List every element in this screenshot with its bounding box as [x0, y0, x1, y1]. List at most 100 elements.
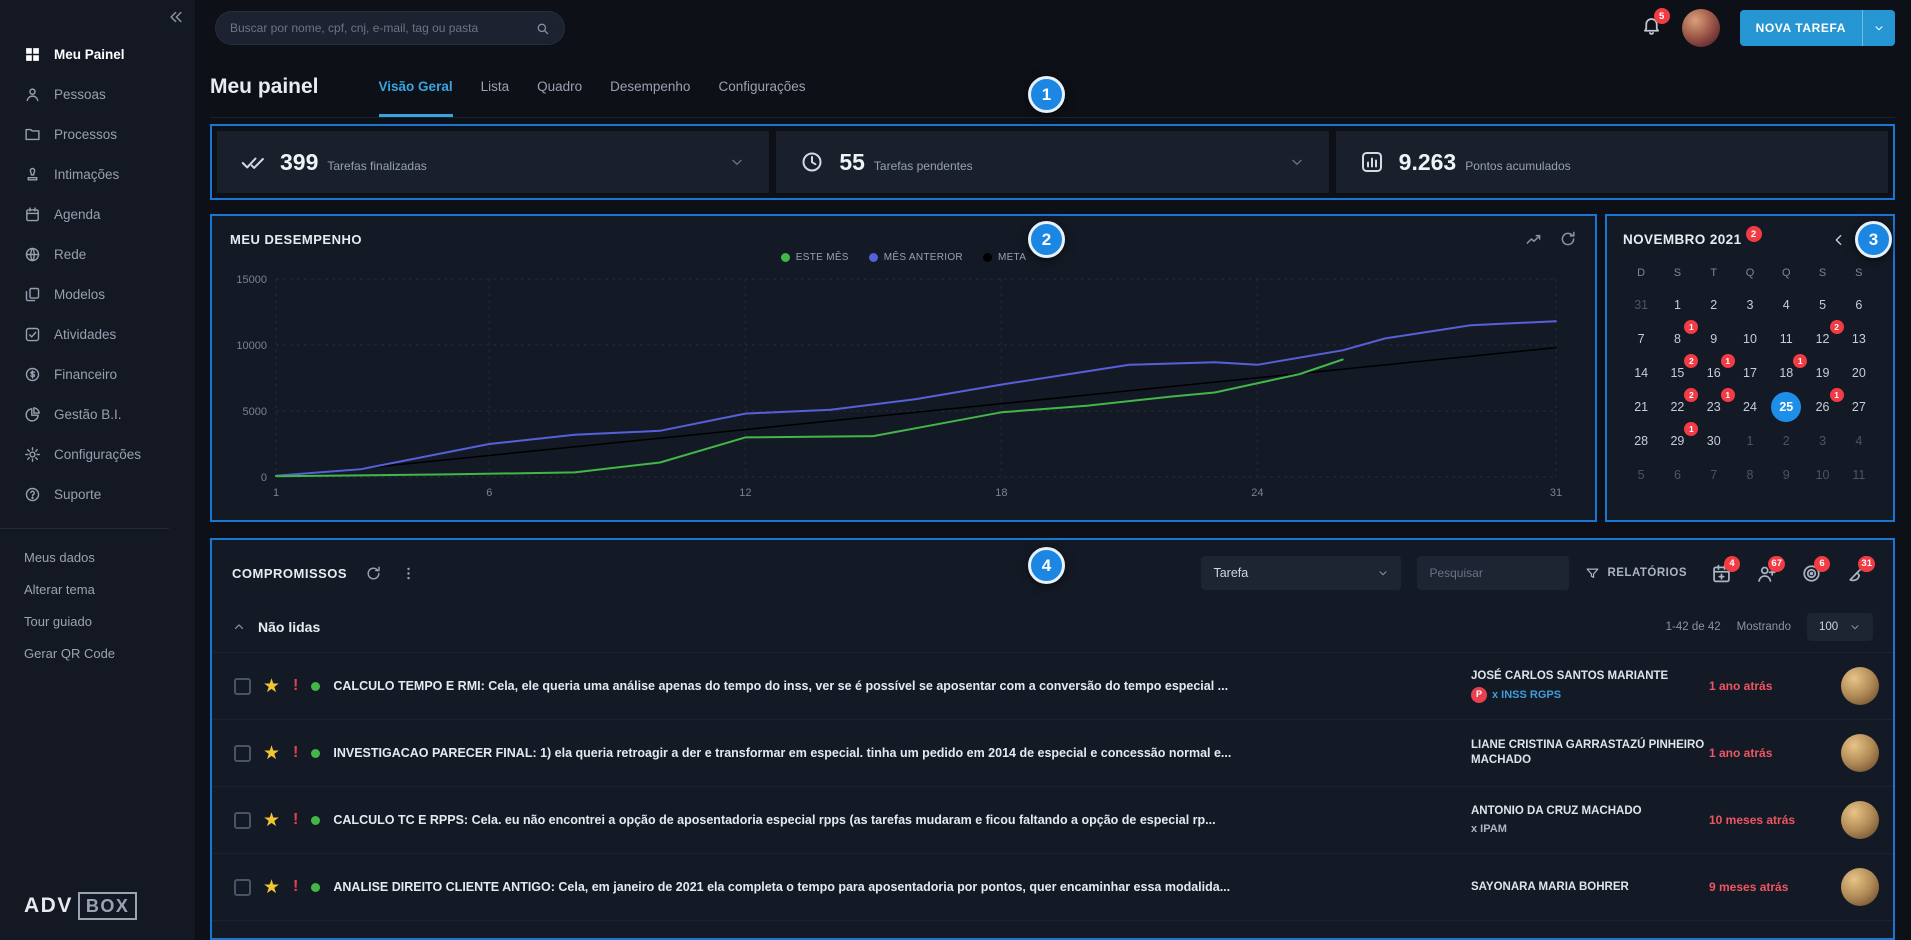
tab-lista[interactable]: Lista	[480, 79, 510, 94]
collapse-section-icon[interactable]	[232, 620, 246, 634]
calendar-day-3[interactable]: 3	[1819, 434, 1827, 448]
global-search-input[interactable]	[230, 21, 535, 35]
chevron-down-icon[interactable]	[729, 154, 745, 170]
calendar-day-16[interactable]: 16 1	[1696, 354, 1735, 390]
task-title[interactable]: CALCULO TC E RPPS: Cela. eu não encontre…	[333, 813, 1216, 827]
sidebar-item-gestao-b-i[interactable]: Gestão B.I.	[0, 394, 195, 434]
calendar-day-7[interactable]: 7	[1710, 468, 1718, 482]
calendar-day-28[interactable]: 28	[1634, 434, 1649, 448]
sidebar-item-pessoas[interactable]: Pessoas	[0, 74, 195, 114]
calendar-day-1[interactable]: 1	[1746, 434, 1754, 448]
sidebar-link-meus-dados[interactable]: Meus dados	[24, 549, 95, 565]
calendar-day-14[interactable]: 14	[1634, 366, 1649, 380]
calendar-day-10[interactable]: 10	[1815, 468, 1830, 482]
calendar-day-2[interactable]: 2	[1710, 298, 1718, 312]
calendar-day-9[interactable]: 9	[1782, 468, 1790, 482]
sidebar-item-rede[interactable]: Rede	[0, 234, 195, 274]
calendar-day-1[interactable]: 1	[1673, 298, 1681, 312]
calendar-day-26[interactable]: 26 1	[1804, 388, 1844, 424]
reports-button[interactable]: RELATÓRIOS	[1585, 566, 1687, 581]
target-button[interactable]: 6	[1801, 555, 1830, 584]
calendar-day-4[interactable]: 4	[1782, 298, 1790, 312]
calendar-day-22[interactable]: 22 2	[1659, 388, 1699, 424]
page-size-select[interactable]: 100	[1807, 613, 1873, 641]
chevron-down-icon[interactable]	[1289, 154, 1305, 170]
compromissos-search-input[interactable]	[1429, 566, 1558, 580]
calendar-day-29[interactable]: 29 1	[1659, 422, 1699, 458]
calendar-day-24[interactable]: 24	[1743, 400, 1757, 414]
calendar-plus-button[interactable]: 4	[1711, 555, 1740, 584]
tab-desempenho[interactable]: Desempenho	[610, 79, 691, 94]
sidebar-item-intimacoes[interactable]: Intimações	[0, 154, 195, 194]
task-row[interactable]: ★! CALCULO TC E RPPS: Cela. eu não encont…	[212, 787, 1893, 854]
broom-button[interactable]: 31	[1846, 555, 1875, 584]
calendar-day-6[interactable]: 6	[1855, 298, 1863, 312]
task-checkbox[interactable]	[234, 677, 251, 695]
calendar-day-9[interactable]: 9	[1710, 332, 1718, 346]
star-icon[interactable]: ★	[263, 675, 281, 697]
sidebar-item-processos[interactable]: Processos	[0, 114, 195, 154]
task-avatar[interactable]	[1841, 734, 1879, 772]
star-icon[interactable]: ★	[263, 809, 281, 831]
task-row[interactable]: ★! INVESTIGACAO PARECER FINAL: 1) ela que…	[212, 720, 1893, 787]
calendar-day-13[interactable]: 13	[1851, 332, 1866, 346]
tab-configuracoes[interactable]: Configurações	[718, 79, 806, 94]
chevron-down-icon[interactable]	[1873, 22, 1885, 34]
task-avatar[interactable]	[1841, 868, 1879, 906]
refresh-icon[interactable]	[1559, 230, 1577, 248]
sidebar-link-gerar-qr-code[interactable]: Gerar QR Code	[24, 645, 116, 661]
task-checkbox[interactable]	[234, 744, 251, 762]
sidebar-collapse-icon[interactable]	[167, 8, 185, 26]
calendar-day-23[interactable]: 23 1	[1696, 388, 1735, 424]
sidebar-item-meu-painel[interactable]: Meu Painel	[0, 34, 195, 74]
calendar-day-21[interactable]: 21	[1634, 400, 1649, 414]
star-icon[interactable]: ★	[263, 742, 281, 764]
calendar-day-8[interactable]: 8	[1746, 468, 1754, 482]
calendar-day-19[interactable]: 19	[1815, 366, 1830, 380]
refresh-icon[interactable]	[365, 565, 382, 582]
task-avatar[interactable]	[1841, 667, 1879, 705]
calendar-day-25[interactable]: 25	[1768, 390, 1804, 424]
calendar-day-31[interactable]: 31	[1634, 298, 1649, 312]
sidebar-item-configuracoes[interactable]: Configurações	[0, 434, 195, 474]
sidebar-item-suporte[interactable]: Suporte	[0, 474, 195, 514]
calendar-day-3[interactable]: 3	[1746, 298, 1754, 312]
calendar-day-5[interactable]: 5	[1819, 298, 1827, 312]
calendar-day-11[interactable]: 11	[1852, 468, 1866, 482]
calendar-day-7[interactable]: 7	[1637, 332, 1645, 346]
calendar-day-20[interactable]: 20	[1851, 366, 1866, 380]
calendar-day-18[interactable]: 18 1	[1768, 354, 1808, 390]
calendar-day-15[interactable]: 15 2	[1659, 354, 1699, 390]
sidebar-item-agenda[interactable]: Agenda	[0, 194, 195, 234]
task-title[interactable]: CALCULO TEMPO E RMI: Cela, ele queria um…	[333, 679, 1229, 693]
sidebar-item-modelos[interactable]: Modelos	[0, 274, 195, 314]
person-add-button[interactable]: 67	[1756, 555, 1785, 584]
calendar-day-11[interactable]: 11	[1779, 332, 1793, 346]
task-title[interactable]: INVESTIGACAO PARECER FINAL: 1) ela queri…	[333, 746, 1232, 760]
calendar-day-6[interactable]: 6	[1673, 468, 1681, 482]
kebab-menu-icon[interactable]	[400, 565, 417, 582]
sidebar-link-tour-guiado[interactable]: Tour guiado	[24, 613, 92, 629]
calendar-day-5[interactable]: 5	[1637, 468, 1645, 482]
sidebar-item-financeiro[interactable]: Financeiro	[0, 354, 195, 394]
calendar-day-30[interactable]: 30	[1706, 434, 1721, 448]
task-row[interactable]: ★! ANALISE DIREITO CLIENTE ANTIGO: Cela, …	[212, 854, 1893, 921]
user-avatar[interactable]	[1681, 9, 1720, 47]
calendar-day-17[interactable]: 17	[1743, 366, 1757, 380]
tab-visao-geral[interactable]: Visão Geral	[378, 56, 453, 117]
calendar-day-2[interactable]: 2	[1782, 434, 1790, 448]
calendar-day-12[interactable]: 12 2	[1804, 320, 1844, 356]
star-icon[interactable]: ★	[263, 876, 281, 898]
trend-icon[interactable]	[1525, 230, 1543, 248]
tab-quadro[interactable]: Quadro	[537, 79, 583, 94]
sidebar-link-alterar-tema[interactable]: Alterar tema	[24, 581, 95, 597]
task-checkbox[interactable]	[234, 811, 251, 829]
new-task-button[interactable]: NOVA TAREFA	[1739, 10, 1895, 46]
calendar-day-4[interactable]: 4	[1855, 434, 1863, 448]
task-row[interactable]: ★! CALCULO TEMPO E RMI: Cela, ele queria …	[212, 653, 1893, 720]
global-search[interactable]	[215, 11, 565, 45]
task-avatar[interactable]	[1841, 801, 1879, 839]
task-checkbox[interactable]	[234, 878, 251, 896]
sidebar-item-atividades[interactable]: Atividades	[0, 314, 195, 354]
calendar-prev-icon[interactable]	[1831, 232, 1847, 248]
